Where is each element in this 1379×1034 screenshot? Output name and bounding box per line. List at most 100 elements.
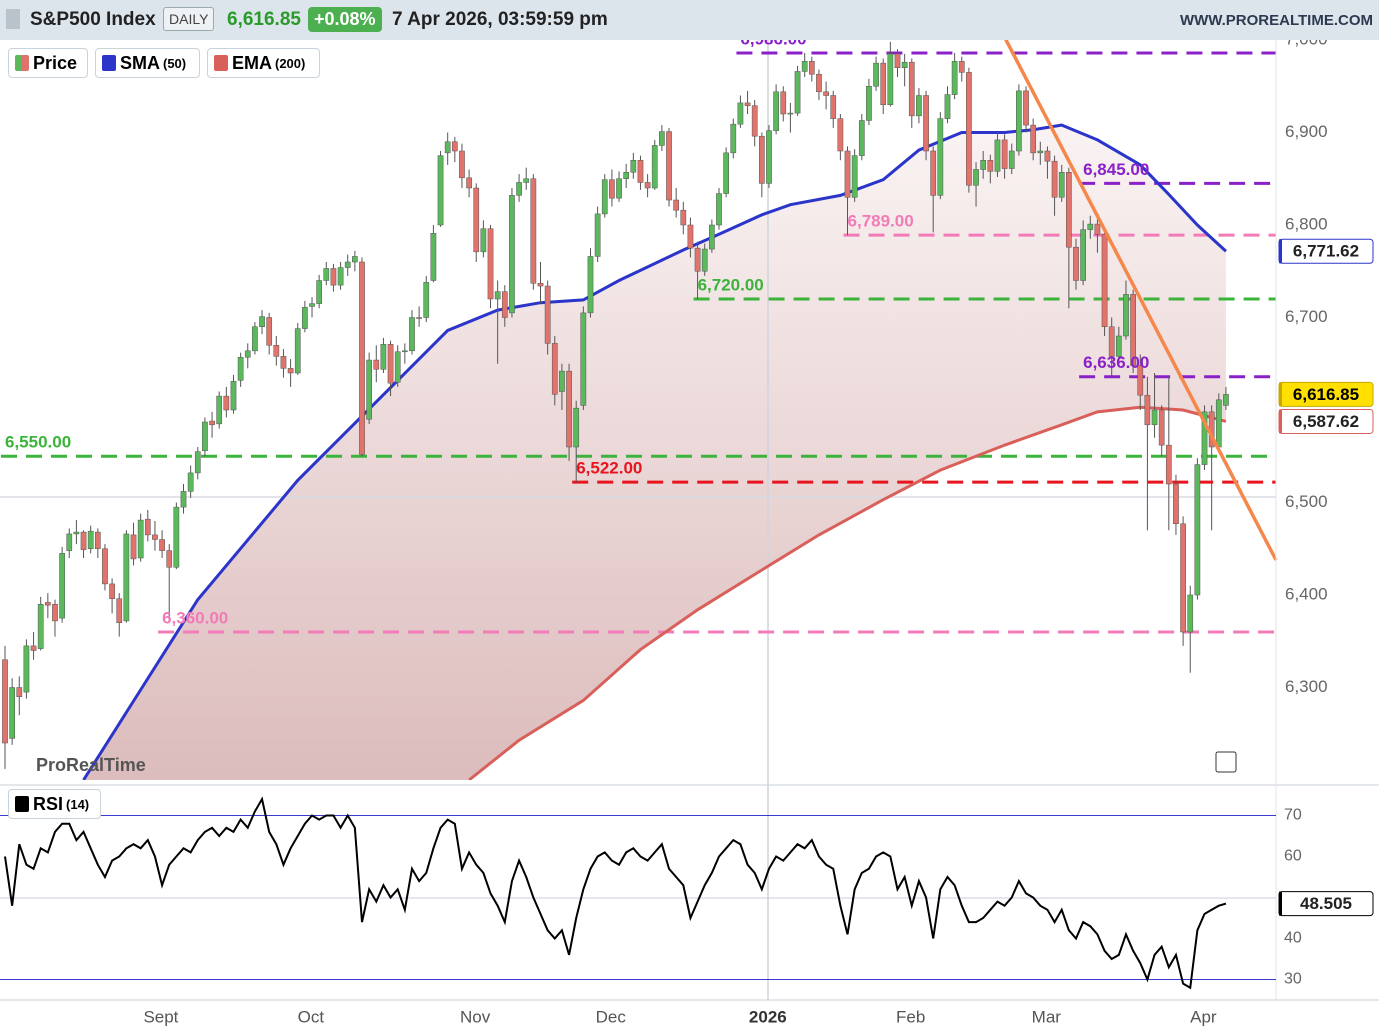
candle-body [816, 73, 822, 93]
level-label: 6,789.00 [848, 212, 914, 231]
candle-body [880, 62, 887, 105]
candle-body [644, 182, 651, 189]
last-value-marker [1279, 409, 1282, 434]
candle-body [930, 150, 937, 196]
candle-body [866, 86, 872, 121]
rsi-tick-label: 70 [1284, 807, 1302, 824]
candle-body [923, 95, 929, 152]
candle-body [787, 112, 794, 115]
rsi-line [4, 796, 1227, 990]
candle-body [366, 359, 372, 420]
legend-label: Price [33, 52, 78, 73]
candle-body [744, 102, 751, 106]
candle-body [416, 317, 422, 319]
candle-body [837, 118, 844, 152]
last-value-marker [1279, 382, 1282, 407]
candle-body [287, 368, 294, 374]
legend-param: (200) [275, 55, 306, 71]
legend-label: RSI [33, 793, 64, 814]
candle-body [894, 53, 901, 68]
legend-ema[interactable]: EMA (200) [207, 48, 320, 78]
legend-label: SMA [120, 52, 160, 73]
last-price: 6,616.85 [227, 9, 301, 30]
candle-body [1158, 409, 1165, 446]
rsi-tick-label: 60 [1284, 848, 1302, 865]
candle-body [1058, 172, 1065, 198]
candle-body [544, 285, 551, 344]
candle-body [1030, 124, 1037, 154]
candle-body [209, 420, 215, 426]
candle-body [709, 224, 715, 250]
candle-body [187, 472, 194, 492]
ma-band [83, 125, 1226, 780]
level-label: 6,986.00 [740, 40, 806, 48]
level-label: 6,845.00 [1083, 160, 1149, 179]
candle-body [1173, 483, 1179, 525]
candle-body [666, 131, 672, 201]
candle-body [523, 178, 530, 183]
legend-price[interactable]: Price [8, 48, 88, 78]
legend-swatch [15, 55, 29, 71]
candle-body [137, 519, 144, 559]
candle-body [80, 531, 87, 550]
candle-body [44, 602, 51, 606]
candle-body [830, 95, 837, 119]
candle-body [559, 370, 565, 392]
candle-body [159, 539, 165, 551]
candle-body [401, 350, 408, 353]
interval[interactable]: DAILY [163, 7, 215, 31]
candle-body [1023, 90, 1029, 126]
candle-body [501, 291, 508, 318]
candle-body [659, 131, 665, 146]
legend-rsi[interactable]: RSI (14) [8, 789, 101, 819]
level-label: 6,720.00 [698, 275, 764, 294]
candle-body [594, 213, 601, 257]
candle-body [444, 141, 451, 154]
candle-body [1130, 294, 1136, 366]
logo [6, 9, 20, 29]
candle-body [994, 139, 1001, 172]
timestamp: 7 Apr 2026, 03:59:59 pm [392, 9, 608, 30]
candle-body [758, 135, 765, 184]
candle-body [244, 350, 251, 358]
y-tick-label: 6,900 [1285, 122, 1328, 141]
candle-body [1094, 223, 1101, 235]
level-label: 6,636.00 [1083, 353, 1149, 372]
candle-body [673, 199, 680, 211]
candle-body [116, 598, 123, 624]
candle-body [473, 187, 480, 253]
candle-body [916, 95, 922, 117]
candle-body [730, 123, 737, 154]
candle-body [623, 172, 630, 179]
candle-body [587, 256, 594, 314]
candle-body [737, 102, 744, 125]
candle-body [1108, 326, 1115, 357]
candle-body [487, 228, 494, 300]
candle-body [373, 359, 380, 370]
legend-sma[interactable]: SMA (50) [95, 48, 200, 78]
candle-body [316, 280, 323, 304]
candle-body [259, 316, 265, 328]
candle-body [337, 267, 344, 286]
candle-body [887, 53, 894, 105]
candle-body [480, 228, 487, 253]
last-value-label: 48.505 [1300, 894, 1352, 913]
last-value-label: 6,587.62 [1293, 412, 1359, 431]
candle-body [394, 351, 401, 383]
candle-body [309, 303, 315, 307]
last-value-marker [1279, 891, 1282, 916]
candle-body [1066, 172, 1072, 248]
candle-body [30, 645, 37, 651]
info-icon[interactable] [1215, 751, 1237, 773]
candle-body [701, 248, 708, 272]
candle-body [359, 261, 365, 455]
legend-swatch [214, 55, 228, 71]
legend-swatch [15, 796, 29, 812]
x-tick-label: Apr [1190, 1007, 1217, 1026]
candle-body [1044, 150, 1051, 162]
candle-body [694, 247, 701, 272]
candle-body [16, 687, 23, 697]
rsi-tick-label: 40 [1284, 930, 1302, 947]
candle-body [466, 177, 472, 189]
